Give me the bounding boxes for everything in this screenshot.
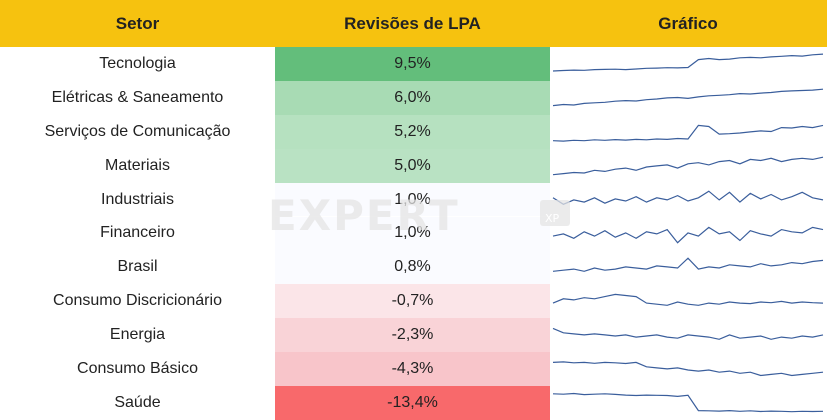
sparkline-series bbox=[552, 392, 824, 413]
header-sector: Setor bbox=[115, 14, 160, 33]
table-row: Consumo Discricionário -0,7% bbox=[0, 284, 827, 319]
sparkline-chart bbox=[552, 88, 824, 107]
sector-name: Brasil bbox=[117, 258, 158, 276]
header-revisions: Revisões de LPA bbox=[344, 14, 481, 33]
revision-value-cell: 5,0% bbox=[275, 148, 550, 183]
sparkline-chart bbox=[552, 226, 824, 244]
watermark-word: EXPERT bbox=[268, 192, 460, 236]
sparkline-series bbox=[552, 88, 824, 107]
sector-name: Saúde bbox=[114, 393, 161, 411]
sector-name: Materiais bbox=[105, 156, 170, 174]
sparkline-chart bbox=[552, 257, 824, 273]
revision-value-cell: -13,4% bbox=[275, 386, 550, 420]
sector-name: Consumo Discricionário bbox=[53, 292, 222, 310]
revision-value-cell: 1,0% bbox=[275, 182, 550, 217]
sparkline-series bbox=[552, 190, 824, 205]
table-row: Industriais 1,0% bbox=[0, 182, 827, 217]
revision-value-cell: -2,3% bbox=[275, 318, 550, 353]
revision-value-cell: 0,8% bbox=[275, 250, 550, 285]
sparkline-series bbox=[552, 294, 824, 307]
table-row: Saúde -13,4% bbox=[0, 386, 827, 420]
table-row: Brasil 0,8% bbox=[0, 250, 827, 285]
revision-value-cell: -0,7% bbox=[275, 284, 550, 319]
sparkline-chart bbox=[552, 392, 824, 413]
table-row: Energia -2,3% bbox=[0, 318, 827, 353]
revision-value-cell: 1,0% bbox=[275, 216, 550, 251]
revision-value-cell: 9,5% bbox=[275, 47, 550, 81]
sparkline-series bbox=[552, 124, 824, 142]
watermark-sub: XP bbox=[545, 212, 560, 225]
sector-name: Serviços de Comunicação bbox=[44, 122, 231, 140]
sparkline-chart bbox=[552, 156, 824, 175]
sparkline-series bbox=[552, 257, 824, 273]
watermark-box bbox=[540, 200, 570, 226]
sparkline-series bbox=[552, 361, 824, 377]
sector-name: Energia bbox=[109, 326, 166, 344]
table-row: Tecnologia 9,5% bbox=[0, 47, 827, 81]
sparkline-chart bbox=[552, 124, 824, 142]
sparkline-series bbox=[552, 156, 824, 175]
sparkline-series bbox=[552, 328, 824, 341]
sector-name: Tecnologia bbox=[99, 54, 176, 72]
sparkline-chart bbox=[552, 53, 824, 72]
sector-name: Financeiro bbox=[100, 224, 175, 242]
watermark-logo: EXPERT XP bbox=[268, 192, 570, 236]
revision-value-cell: 5,2% bbox=[275, 114, 550, 149]
sector-name: Elétricas & Saneamento bbox=[51, 88, 224, 106]
sparkline-series bbox=[552, 53, 824, 72]
sector-name: Industriais bbox=[101, 190, 174, 208]
revision-value-cell: -4,3% bbox=[275, 352, 550, 386]
table-header: Setor Revisões de LPA Gráfico bbox=[0, 0, 827, 47]
table-row: Financeiro 1,0% bbox=[0, 216, 827, 251]
table-row: Materiais 5,0% bbox=[0, 148, 827, 183]
sector-name: Consumo Básico bbox=[77, 360, 198, 378]
sparkline-chart bbox=[552, 361, 824, 377]
table-row: Consumo Básico -4,3% bbox=[0, 352, 827, 386]
table-row: Serviços de Comunicação 5,2% bbox=[0, 114, 827, 149]
sparkline-chart bbox=[552, 190, 824, 205]
sparkline-chart bbox=[552, 328, 824, 341]
table-row: Elétricas & Saneamento 6,0% bbox=[0, 80, 827, 115]
sparkline-series bbox=[552, 226, 824, 244]
sparkline-chart bbox=[552, 294, 824, 307]
revision-value-cell: 6,0% bbox=[275, 80, 550, 115]
header-chart: Gráfico bbox=[658, 14, 718, 33]
